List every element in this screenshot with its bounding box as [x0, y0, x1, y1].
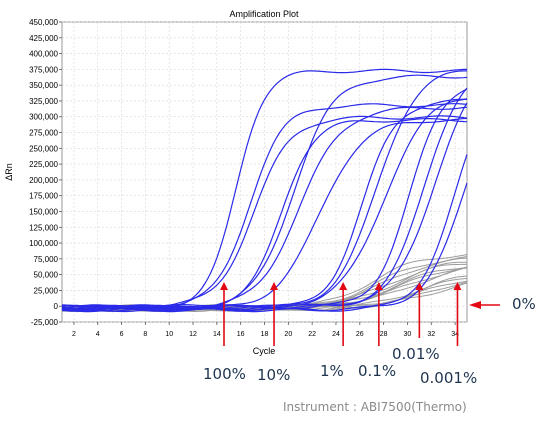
- y-tick-label: 100,000: [29, 239, 58, 248]
- dilution-label: 0.1%: [358, 362, 397, 380]
- y-tick-label: 125,000: [29, 223, 58, 232]
- dilution-label: 10%: [257, 366, 291, 384]
- amplification-curve: [61, 74, 468, 313]
- y-tick-label: 225,000: [29, 160, 58, 169]
- arrow-head: [453, 282, 462, 290]
- y-tick-label: 425,000: [29, 34, 58, 43]
- arrow-head: [339, 282, 348, 290]
- y-tick-label: 250,000: [29, 144, 58, 153]
- amplification-curve: [61, 102, 468, 309]
- zero-arrow-head: [469, 301, 481, 309]
- x-axis-ticks: 2 4 6 8 10 12 14 16 18 20 22 24 26 28 30 32 34: [72, 322, 459, 338]
- y-axis-ticks: -25,000 0 25,000 50,000 75,000 100,000 125,000…: [29, 18, 62, 327]
- y-tick-label: 325,000: [29, 97, 58, 106]
- y-tick-label: -25,000: [31, 318, 59, 327]
- x-tick-label: 24: [332, 331, 340, 338]
- x-tick-label: 22: [308, 331, 316, 338]
- dilution-arrows: [220, 282, 500, 346]
- amplification-curve: [61, 182, 468, 312]
- x-tick-label: 34: [451, 331, 459, 338]
- y-axis-label: ΔRn: [4, 163, 14, 181]
- x-tick-label: 28: [380, 331, 388, 338]
- instrument-note: Instrument : ABI7500(Thermo): [283, 400, 467, 414]
- x-tick-label: 16: [237, 331, 245, 338]
- y-tick-label: 275,000: [29, 129, 58, 138]
- dilution-label: 0.01%: [392, 345, 440, 363]
- x-tick-label: 8: [143, 331, 147, 338]
- arrow-head: [415, 282, 424, 290]
- arrow-head: [220, 282, 228, 290]
- arrow-head: [270, 282, 279, 290]
- x-tick-label: 30: [404, 331, 412, 338]
- x-tick-label: 14: [213, 331, 221, 338]
- y-tick-label: 450,000: [29, 18, 58, 27]
- x-tick-label: 12: [189, 331, 197, 338]
- x-tick-label: 4: [96, 331, 100, 338]
- x-tick-label: 2: [72, 331, 76, 338]
- x-tick-label: 10: [165, 331, 173, 338]
- y-tick-label: 75,000: [34, 255, 59, 264]
- y-tick-label: 300,000: [29, 113, 58, 122]
- x-tick-label: 32: [427, 331, 435, 338]
- y-tick-label: 375,000: [29, 65, 58, 74]
- amplification-curves: [61, 68, 468, 313]
- dilution-label: 0.001%: [420, 369, 478, 387]
- y-tick-label: 200,000: [29, 176, 58, 185]
- y-tick-label: 175,000: [29, 192, 58, 201]
- x-tick-label: 18: [261, 331, 269, 338]
- y-tick-label: 350,000: [29, 81, 58, 90]
- chart-title: Amplification Plot: [229, 9, 299, 19]
- x-tick-label: 20: [284, 331, 292, 338]
- y-tick-label: 25,000: [34, 286, 59, 295]
- dilution-label: 1%: [320, 362, 344, 380]
- x-tick-label: 26: [356, 331, 364, 338]
- y-tick-label: 0: [54, 302, 59, 311]
- amplification-curve: [61, 106, 468, 312]
- x-axis-label: Cycle: [253, 346, 276, 356]
- x-tick-label: 6: [120, 331, 124, 338]
- y-tick-label: 50,000: [34, 271, 59, 280]
- arrow-head: [374, 282, 383, 290]
- y-tick-label: 400,000: [29, 50, 58, 59]
- y-tick-label: 150,000: [29, 207, 58, 216]
- zero-label: 0%: [512, 295, 536, 313]
- dilution-label: 100%: [203, 365, 246, 383]
